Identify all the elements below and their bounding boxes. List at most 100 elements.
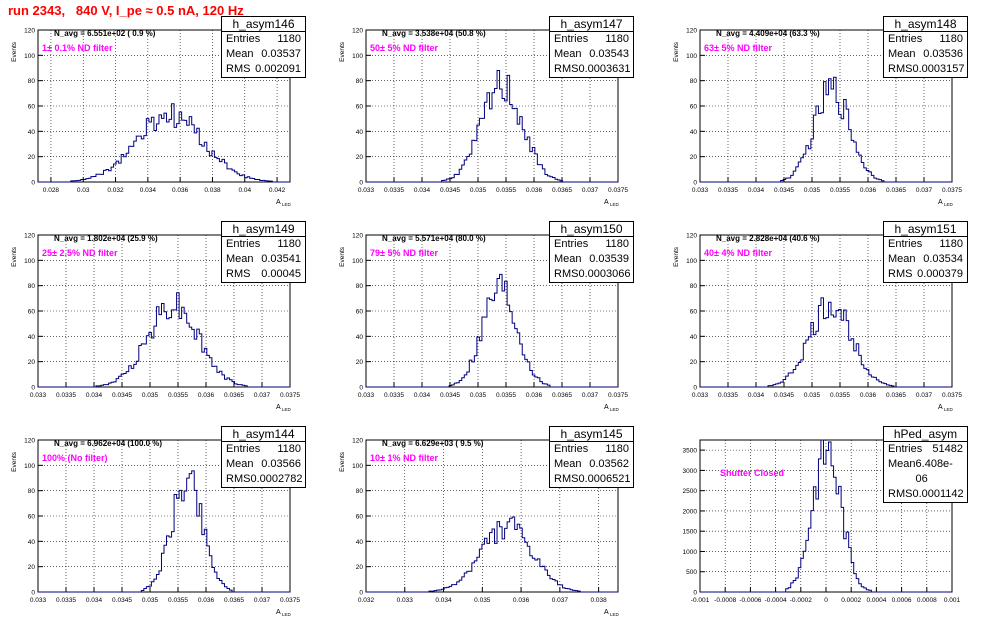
x-tick-label: 0.0335: [718, 392, 738, 399]
stats-title: h_asym144: [222, 427, 305, 442]
y-tick-label: 40: [356, 539, 364, 546]
histogram-panel: 0.033 0.0335 0.034 0.0345 0.035 0.0355 0.036 0.…: [11, 438, 300, 618]
y-tick-label: 120: [24, 233, 35, 240]
stats-label: Mean: [226, 253, 254, 265]
x-axis-title: A: [276, 199, 281, 206]
y-tick-label: 3000: [683, 468, 698, 475]
x-tick-label: 0.033: [358, 187, 375, 194]
stats-label: Mean: [888, 48, 916, 60]
y-tick-label: 500: [686, 569, 697, 576]
stats-row-entries: Entries 51482: [884, 442, 967, 457]
y-tick-label: 40: [28, 539, 36, 546]
histogram-series: [700, 439, 952, 593]
filter-label: 1± 0.1% ND filter: [42, 43, 113, 53]
stats-box: h_asym147 Entries 1180 Mean 0.03543 RMS 0.0003…: [549, 16, 634, 78]
x-tick-label: 0.001: [944, 597, 961, 604]
x-tick-label: 0.037: [916, 392, 933, 399]
x-tick-label: 0.0355: [496, 392, 516, 399]
stats-row-entries: Entries 1180: [884, 32, 967, 47]
y-tick-label: 20: [356, 564, 364, 571]
stats-box: hPed_asym Entries 51482 Mean 6.408e-06 RMS 0.0…: [883, 426, 968, 503]
x-tick-label: 0.037: [582, 392, 599, 399]
stats-value: 0.0002782: [250, 473, 303, 485]
stats-title: h_asym151: [884, 222, 967, 237]
x-tick-label: 0.036: [198, 597, 215, 604]
y-tick-label: 20: [356, 359, 364, 366]
x-axis-subscript: LED: [282, 407, 292, 412]
stats-box: h_asym144 Entries 1180 Mean 0.03566 RMS 0.0002…: [221, 426, 306, 488]
stats-value: 0.000379: [917, 268, 963, 280]
navg-label: N_avg = 2.828e+04 (40.6 %): [716, 234, 820, 243]
x-tick-label: -0.001: [691, 597, 710, 604]
histogram-panel: 0.028 0.03 0.032 0.034 0.036 0.038 0.04 0.042 0 2…: [11, 28, 292, 208]
filter-label: 25± 2.5% ND filter: [42, 248, 118, 258]
x-tick-label: 0.037: [254, 597, 271, 604]
stats-row-mean: Mean 0.03539: [550, 252, 633, 267]
stats-label: Mean: [888, 458, 916, 470]
y-tick-label: 40: [356, 129, 364, 136]
x-tick-label: 0.034: [86, 597, 103, 604]
y-tick-label: 120: [352, 233, 363, 240]
filter-label: 100% (No filter): [42, 453, 108, 463]
y-tick-label: 0: [693, 385, 697, 392]
stats-box: h_asym148 Entries 1180 Mean 0.03536 RMS 0.0003…: [883, 16, 968, 78]
x-tick-label: 0.033: [358, 392, 375, 399]
stats-label: Mean: [888, 253, 916, 265]
navg-label: N_avg = 5.571e+04 (80.0 %): [382, 234, 486, 243]
x-axis-title: A: [938, 199, 943, 206]
x-tick-label: 0.037: [582, 187, 599, 194]
stats-value: 51482: [932, 443, 963, 455]
x-tick-label: 0.0345: [774, 392, 794, 399]
x-tick-label: 0.0365: [552, 392, 572, 399]
stats-row-mean: Mean 0.03566: [222, 457, 305, 472]
stats-label: Entries: [226, 238, 261, 250]
histogram-series: [700, 297, 952, 388]
y-tick-label: 100: [686, 258, 697, 265]
stats-value: 0.00045: [261, 268, 301, 280]
stats-row-entries: Entries 1180: [222, 442, 305, 457]
x-tick-label: 0.036: [526, 187, 543, 194]
y-tick-label: 100: [24, 53, 35, 60]
histogram-series: [366, 273, 618, 388]
y-tick-label: 100: [352, 463, 363, 470]
y-axis-title: Events: [673, 246, 680, 267]
x-tick-label: 0.0375: [280, 597, 300, 604]
histogram-series: [38, 470, 290, 593]
x-tick-label: -0.0008: [714, 597, 736, 604]
stats-value: 0.03536: [923, 48, 963, 60]
navg-label: N_avg = 6.629e+03 ( 9.5 %): [382, 439, 484, 448]
y-axis-title: Events: [339, 246, 346, 267]
x-tick-label: 0.035: [142, 597, 159, 604]
y-tick-label: 80: [28, 78, 36, 85]
stats-value: 6.408e-06: [915, 458, 953, 485]
y-tick-label: 100: [24, 463, 35, 470]
stats-row-mean: Mean 0.03541: [222, 252, 305, 267]
stats-label: RMS: [888, 268, 913, 280]
x-tick-label: 0.033: [692, 187, 709, 194]
stats-value: 1180: [939, 238, 963, 250]
stats-label: RMS: [554, 63, 579, 75]
stats-label: RMS: [554, 473, 579, 485]
filter-label: Shutter Closed: [720, 468, 784, 478]
stats-row-rms: RMS 0.00045: [222, 267, 305, 282]
y-tick-label: 40: [28, 334, 36, 341]
x-tick-label: 0.0004: [866, 597, 886, 604]
x-tick-label: 0.032: [107, 187, 124, 194]
stats-row-rms: RMS 0.0003631: [550, 62, 633, 77]
stats-label: Entries: [888, 443, 923, 455]
y-tick-label: 0: [359, 590, 363, 597]
y-axis-title: Events: [673, 41, 680, 62]
y-tick-label: 0: [31, 180, 35, 187]
stats-row-mean: Mean 0.03537: [222, 47, 305, 62]
x-tick-label: 0.0345: [774, 187, 794, 194]
x-tick-label: 0.0375: [280, 392, 300, 399]
x-tick-label: 0.0365: [552, 187, 572, 194]
x-tick-label: 0.0375: [942, 392, 962, 399]
x-tick-label: -0.0004: [765, 597, 787, 604]
stats-value: 0.0003066: [578, 268, 631, 280]
histogram-panel: 0.032 0.033 0.034 0.035 0.036 0.037 0.038 0 20 40…: [339, 438, 620, 618]
stats-row-entries: Entries 1180: [550, 237, 633, 252]
y-tick-label: 40: [690, 334, 698, 341]
stats-label: Mean: [226, 458, 254, 470]
y-tick-label: 120: [352, 438, 363, 445]
